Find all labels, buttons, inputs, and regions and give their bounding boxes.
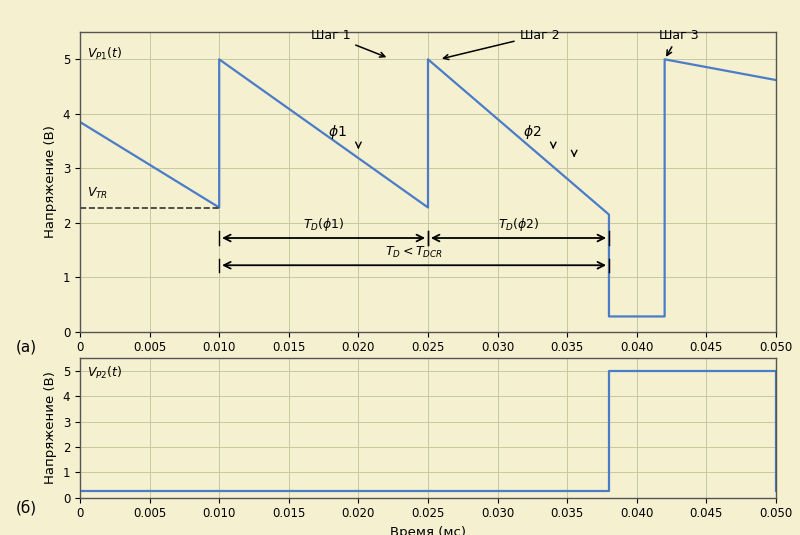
Text: (б): (б) <box>16 500 37 516</box>
Text: $V_{P1}(t)$: $V_{P1}(t)$ <box>87 45 122 62</box>
Text: Шаг 2: Шаг 2 <box>443 29 559 59</box>
Text: $T_D < T_{DCR}$: $T_D < T_{DCR}$ <box>385 244 443 260</box>
Text: $\phi2$: $\phi2$ <box>523 123 542 141</box>
Text: $T_D(\phi2)$: $T_D(\phi2)$ <box>498 216 539 233</box>
Text: $V_{TR}$: $V_{TR}$ <box>87 186 108 201</box>
Text: $\phi1$: $\phi1$ <box>328 123 347 141</box>
Text: (а): (а) <box>16 340 37 355</box>
Text: Шаг 1: Шаг 1 <box>310 29 385 57</box>
Text: $V_{P2}(t)$: $V_{P2}(t)$ <box>87 365 122 381</box>
Text: Шаг 3: Шаг 3 <box>658 29 698 56</box>
Text: $T_D(\phi1)$: $T_D(\phi1)$ <box>302 216 345 233</box>
Y-axis label: Напряжение (В): Напряжение (В) <box>44 372 58 484</box>
X-axis label: Время (мс): Время (мс) <box>390 526 466 535</box>
Y-axis label: Напряжение (В): Напряжение (В) <box>44 126 58 238</box>
X-axis label: Время (мс): Время (мс) <box>390 360 466 373</box>
